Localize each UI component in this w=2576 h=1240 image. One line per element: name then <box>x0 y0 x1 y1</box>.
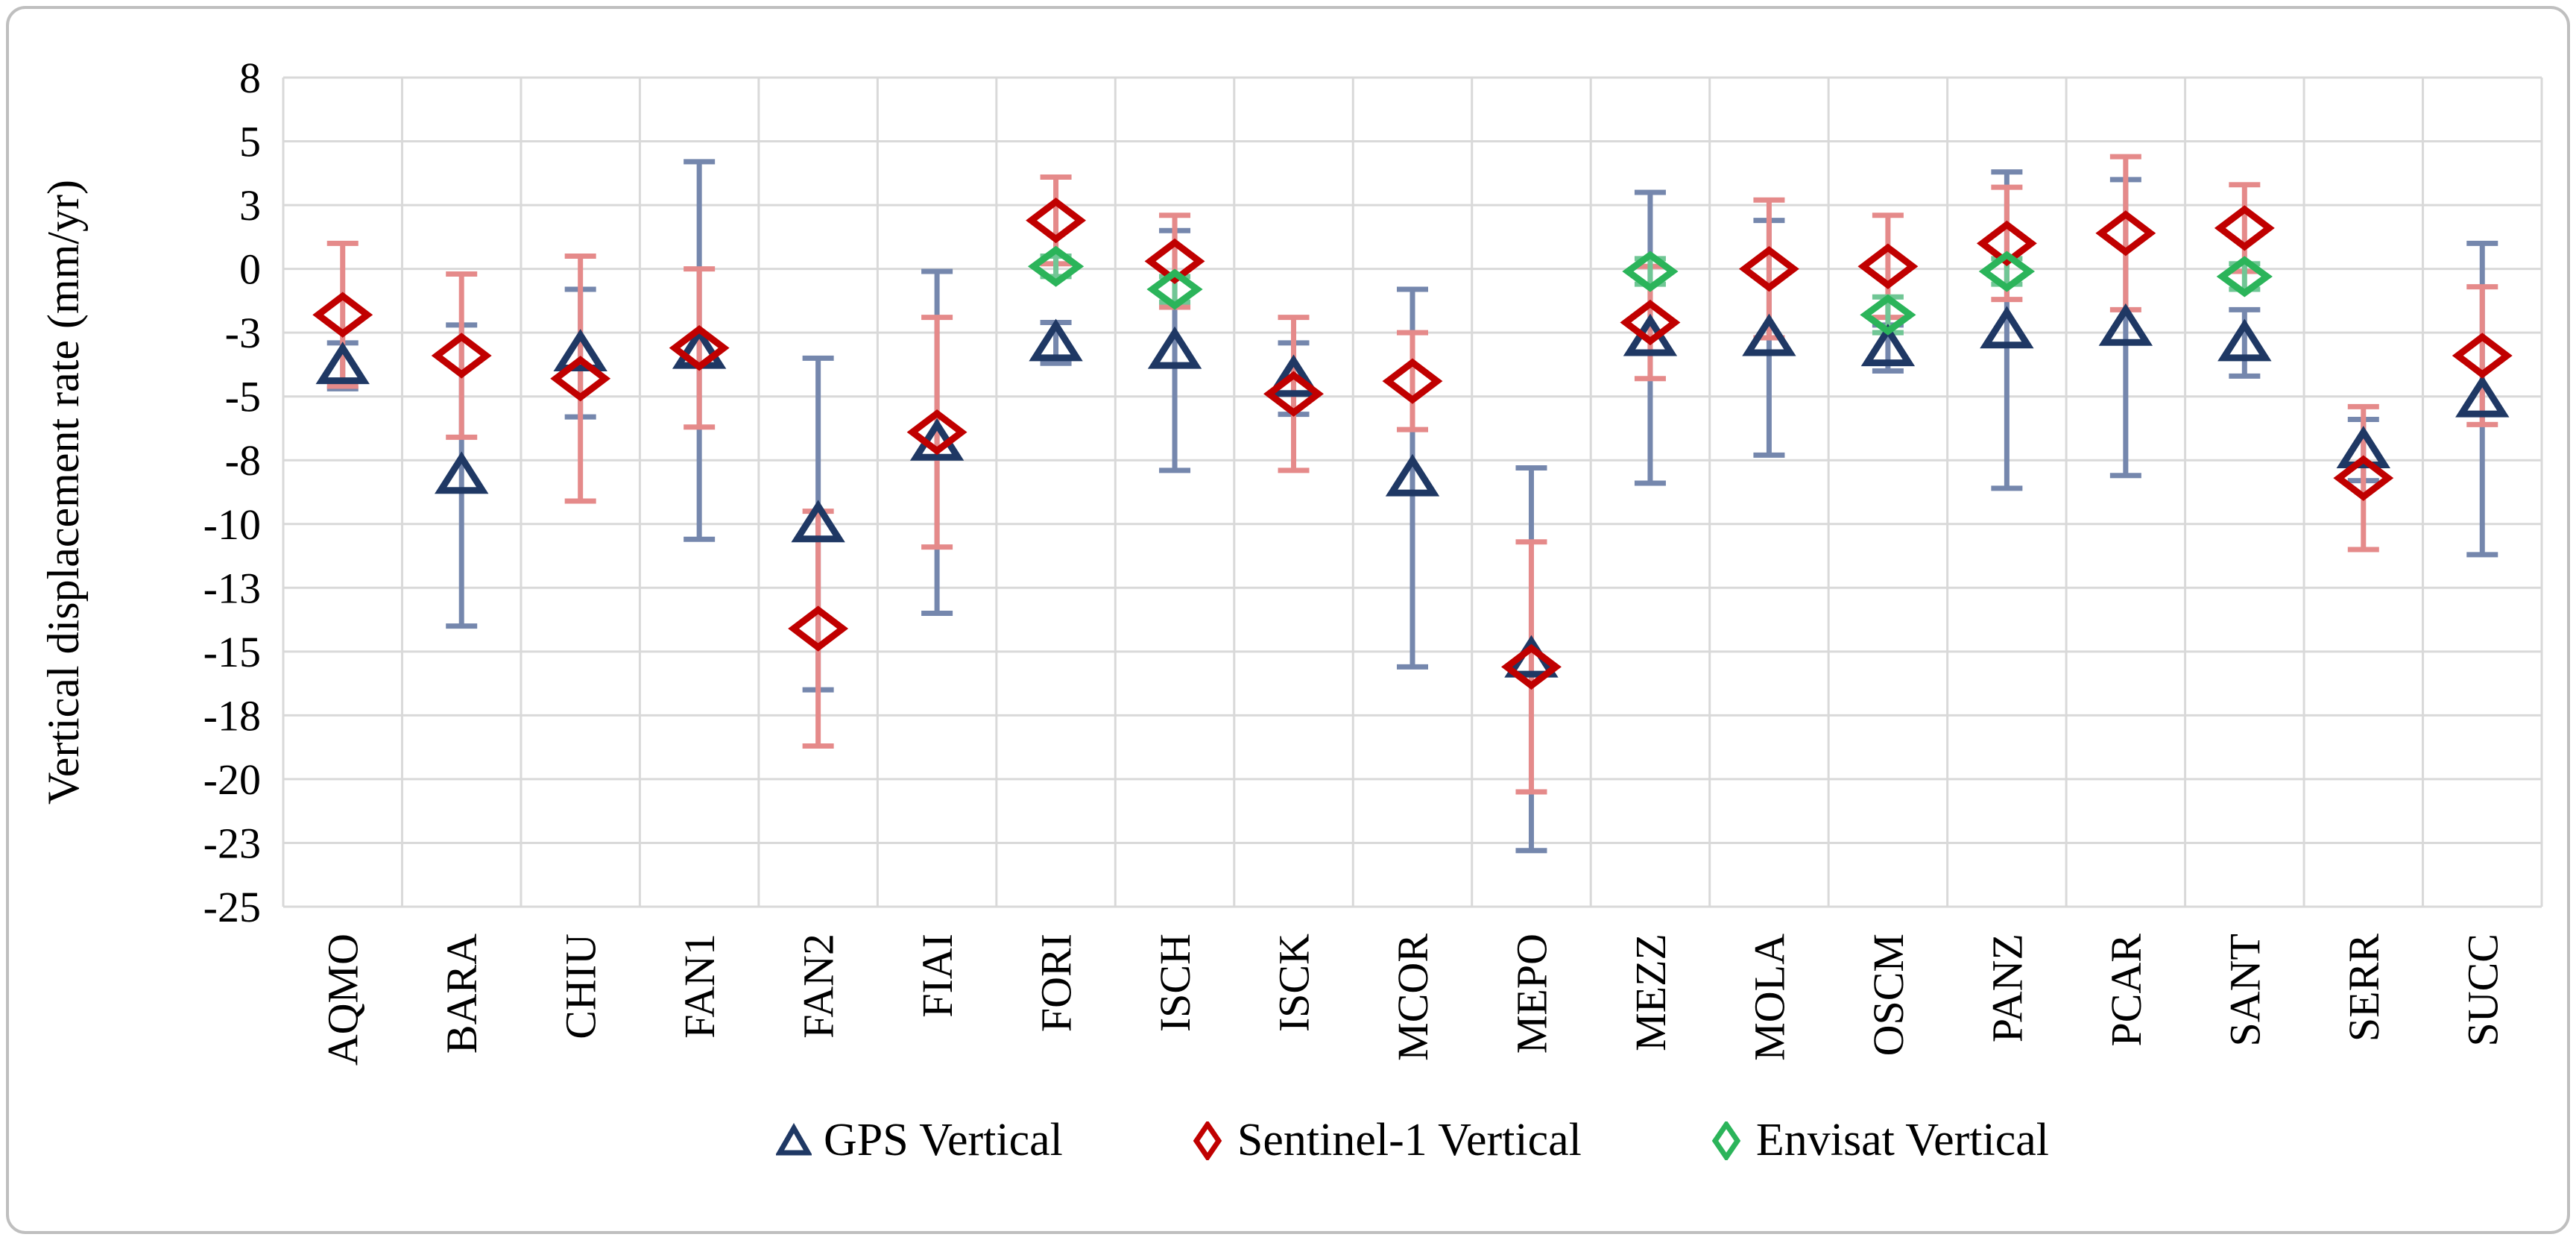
y-tick-label--15: -15 <box>203 628 261 676</box>
gps-marker-PANZ <box>1980 306 2034 349</box>
envisat-marker-ISCH <box>1146 268 1203 310</box>
sentinel1-marker-PCAR <box>2095 210 2156 257</box>
gps-marker-CHIU <box>553 329 607 372</box>
gps-marker-SUCC <box>2455 374 2510 418</box>
y-tick-label-8: 8 <box>239 54 261 102</box>
x-category-label-CHIU: CHIU <box>557 934 605 1039</box>
x-category-label-MCOR: MCOR <box>1389 934 1437 1061</box>
sentinel1-marker-MEZZ <box>1620 299 1681 346</box>
legend-label-gps: GPS Vertical <box>823 1115 1063 1165</box>
sentinel1-error-bar-FIAI <box>921 315 953 550</box>
x-category-label-FORI: FORI <box>1032 934 1081 1032</box>
gps-marker-FAN2 <box>791 500 845 543</box>
x-category-label-SERR: SERR <box>2340 934 2388 1042</box>
x-category-label-BARA: BARA <box>438 934 486 1054</box>
sentinel1-marker-BARA <box>431 333 492 379</box>
x-category-label-ISCK: ISCK <box>1270 934 1319 1032</box>
legend-label-sentinel1: Sentinel-1 Vertical <box>1237 1115 1582 1165</box>
legend-item-envisat: Envisat Vertical <box>1708 1114 2049 1167</box>
legend-item-gps: GPS Vertical <box>775 1114 1063 1167</box>
sentinel1-marker-MEPO <box>1501 643 1562 690</box>
x-category-label-MEZZ: MEZZ <box>1626 934 1675 1051</box>
gps-marker-OSCM <box>1860 324 1916 367</box>
gps-marker-SANT <box>2217 318 2272 362</box>
sentinel1-error-bar-SUCC <box>2466 284 2498 427</box>
sentinel1-error-bar-FAN1 <box>684 266 716 430</box>
sentinel1-marker-PANZ <box>1976 220 2037 267</box>
gps-marker-ISCK <box>1266 354 1321 397</box>
sentinel1-marker-SUCC <box>2452 333 2513 379</box>
y-tick-label--20: -20 <box>203 755 261 804</box>
y-tick-label--13: -13 <box>203 564 261 612</box>
x-category-label-AQMO: AQMO <box>319 934 367 1066</box>
envisat-diamond-icon <box>1711 1121 1741 1160</box>
legend-label-envisat: Envisat Vertical <box>1755 1115 2050 1165</box>
sentinel1-marker-ISCK <box>1263 371 1324 417</box>
sentinel1-marker-SANT <box>2214 205 2275 251</box>
sentinel1-marker-CHIU <box>550 356 611 402</box>
x-category-label-SANT: SANT <box>2220 934 2269 1046</box>
x-category-label-OSCM: OSCM <box>1864 934 1913 1056</box>
gps-marker-SERR <box>2336 426 2390 469</box>
axis-labels-layer: 8 5 3 0 -3 -5 -8 -10 -13 -15 -18 -20 -23 -25 AQMO BARA C… <box>203 54 2507 1066</box>
envisat-marker-SANT <box>2216 256 2273 298</box>
gps-triangle-icon <box>775 1122 812 1155</box>
y-tick-label--5: -5 <box>225 373 261 421</box>
sentinel1-error-bar-BARA <box>446 271 478 440</box>
chart-legend: GPS Vertical Sentinel-1 Vertical Envisat… <box>283 1114 2542 1167</box>
x-category-label-FIAI: FIAI <box>913 934 962 1018</box>
sentinel1-error-bar-MEPO <box>1515 539 1547 795</box>
y-tick-label--3: -3 <box>225 309 261 357</box>
x-category-label-MEPO: MEPO <box>1507 934 1556 1054</box>
gps-marker-BARA <box>435 451 489 494</box>
sentinel1-error-bar-MCOR <box>1397 330 1428 432</box>
gps-marker-ISCH <box>1147 326 1202 369</box>
error-bars-layer <box>326 154 2498 854</box>
sentinel1-marker-FORI <box>1026 197 1087 244</box>
y-tick-label--25: -25 <box>203 883 261 931</box>
markers-layer <box>312 197 2513 690</box>
sentinel1-marker-FAN1 <box>669 325 730 371</box>
y-tick-label--10: -10 <box>203 500 261 549</box>
y-tick-label-5: 5 <box>239 118 261 166</box>
x-category-label-FAN2: FAN2 <box>795 934 843 1039</box>
sentinel1-marker-MCOR <box>1382 358 1443 404</box>
gps-marker-PCAR <box>2098 303 2153 346</box>
sentinel1-marker-ISCH <box>1144 238 1205 284</box>
sentinel1-error-bar-CHIU <box>564 254 596 504</box>
sentinel1-marker-MOLA <box>1738 245 1799 292</box>
legend-item-sentinel1: Sentinel-1 Vertical <box>1190 1114 1582 1167</box>
x-category-label-FAN1: FAN1 <box>675 934 724 1039</box>
sentinel1-diamond-icon <box>1193 1121 1222 1160</box>
x-category-label-SUCC: SUCC <box>2458 934 2507 1047</box>
envisat-marker-PANZ <box>1978 251 2035 292</box>
sentinel1-error-bar-FAN2 <box>802 509 834 749</box>
figure-border <box>6 6 2570 1234</box>
y-tick-label--8: -8 <box>225 436 261 485</box>
gps-marker-AQMO <box>315 342 370 385</box>
x-category-label-ISCH: ISCH <box>1151 934 1199 1032</box>
envisat-marker-OSCM <box>1860 294 1916 336</box>
envisat-marker-MEZZ <box>1622 251 1679 292</box>
gps-marker-FORI <box>1029 318 1083 362</box>
sentinel1-marker-OSCM <box>1857 243 1919 289</box>
sentinel1-error-bar-AQMO <box>326 240 359 389</box>
sentinel1-marker-SERR <box>2333 455 2394 501</box>
envisat-marker-FORI <box>1027 245 1085 287</box>
y-tick-label--18: -18 <box>203 691 261 740</box>
sentinel1-marker-AQMO <box>312 292 373 338</box>
y-tick-label-0: 0 <box>239 245 261 294</box>
y-tick-label--23: -23 <box>203 819 261 867</box>
sentinel1-marker-FAN2 <box>788 605 849 652</box>
gps-marker-MOLA <box>1742 313 1796 356</box>
x-category-label-PCAR: PCAR <box>2102 934 2150 1047</box>
x-category-label-PANZ: PANZ <box>1983 934 2031 1042</box>
y-tick-label-3: 3 <box>239 181 261 230</box>
y-axis-title: Vertical displacement rate (mm/yr) <box>39 180 88 805</box>
gps-marker-MCOR <box>1385 453 1440 497</box>
x-category-label-MOLA: MOLA <box>1745 934 1793 1061</box>
sentinel1-marker-FIAI <box>906 409 967 456</box>
